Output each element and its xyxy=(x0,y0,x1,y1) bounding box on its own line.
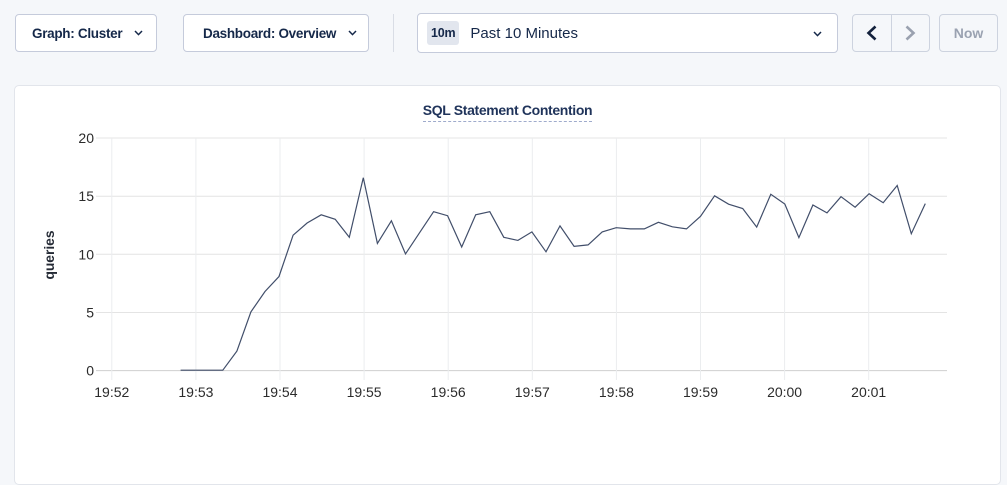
svg-text:19:59: 19:59 xyxy=(683,384,718,400)
svg-text:19:58: 19:58 xyxy=(599,384,634,400)
svg-text:10: 10 xyxy=(78,246,94,262)
svg-text:20: 20 xyxy=(78,130,94,146)
svg-text:19:57: 19:57 xyxy=(515,384,550,400)
svg-text:15: 15 xyxy=(78,188,94,204)
svg-text:19:52: 19:52 xyxy=(94,384,129,400)
svg-text:19:54: 19:54 xyxy=(262,384,297,400)
svg-text:0: 0 xyxy=(86,363,94,379)
svg-text:19:55: 19:55 xyxy=(347,384,382,400)
svg-text:20:00: 20:00 xyxy=(767,384,802,400)
svg-text:5: 5 xyxy=(86,305,94,321)
svg-text:19:56: 19:56 xyxy=(431,384,466,400)
svg-text:20:01: 20:01 xyxy=(851,384,886,400)
svg-text:19:53: 19:53 xyxy=(178,384,213,400)
svg-text:queries: queries xyxy=(42,230,57,279)
